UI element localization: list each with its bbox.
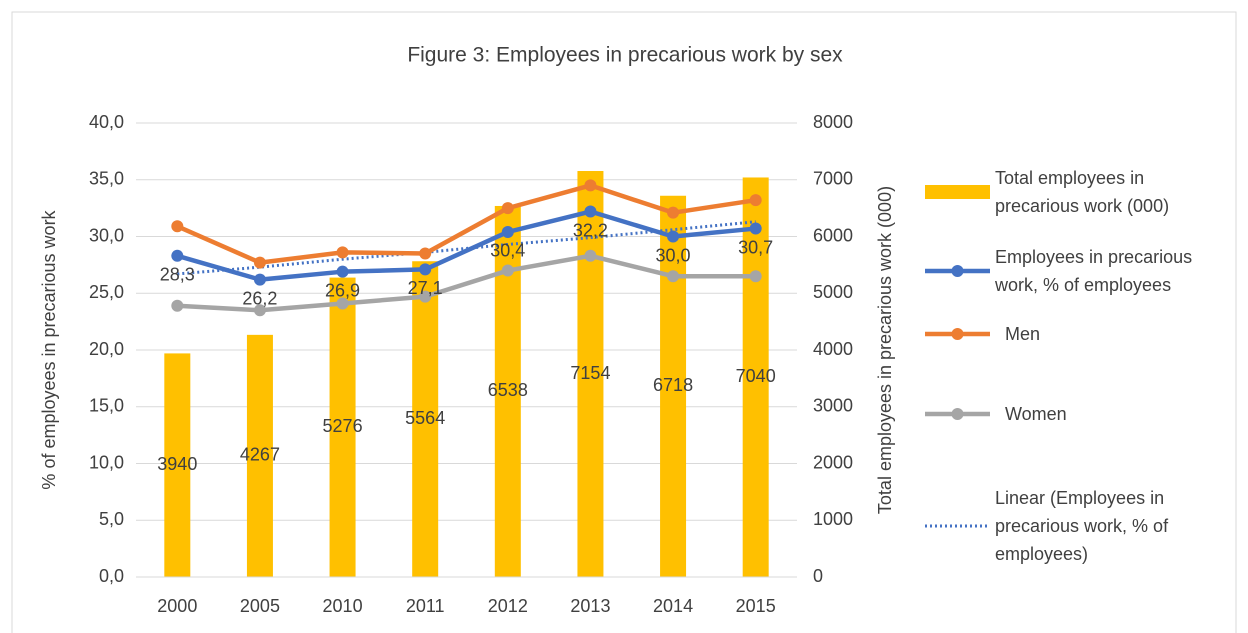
y2-tick-label: 3000 (813, 396, 853, 416)
bar-label: 5276 (323, 416, 363, 436)
bar (329, 277, 356, 577)
line-point (336, 246, 349, 259)
line-point (667, 270, 680, 283)
bar (412, 261, 439, 577)
y2-tick-label: 8000 (813, 112, 853, 132)
bar-label: 3940 (157, 454, 197, 474)
legend-label: Employees in precarious work, % of emplo… (995, 247, 1193, 295)
y2-tick-label: 1000 (813, 509, 853, 529)
line-point (749, 270, 762, 283)
y-tick-label: 5,0 (99, 509, 124, 529)
x-tick-label: 2012 (488, 596, 528, 616)
line-point (171, 299, 184, 312)
line-point (501, 202, 514, 215)
bar-label: 7040 (736, 366, 776, 386)
line-point (419, 263, 432, 276)
data-label: 28,3 (160, 265, 195, 285)
legend-label: Men (1005, 324, 1041, 344)
bar-label: 5564 (405, 408, 445, 428)
y-tick-label: 20,0 (89, 339, 124, 359)
bar-label: 7154 (570, 363, 610, 383)
legend-label: Women (1005, 404, 1067, 424)
y-tick-label: 40,0 (89, 112, 124, 132)
line-point (749, 194, 762, 207)
line (177, 253, 756, 313)
x-tick-label: 2015 (736, 596, 776, 616)
bar (246, 334, 273, 577)
y2-tick-label: 0 (813, 566, 823, 586)
line-point (501, 264, 514, 277)
bar-label: 4267 (240, 445, 280, 465)
bar-label: 6718 (653, 375, 693, 395)
y2-tick-label: 7000 (813, 169, 853, 189)
bar-label: 6538 (488, 380, 528, 400)
line (176, 183, 757, 265)
x-tick-label: 2000 (157, 596, 197, 616)
y-tick-label: 15,0 (89, 396, 124, 416)
y-axis-label: % of employees in precarious work (39, 209, 59, 489)
data-label: 30,4 (490, 241, 525, 261)
bar (742, 177, 769, 578)
line-point (584, 205, 597, 218)
line-point (171, 220, 184, 233)
data-label: 27,1 (408, 278, 443, 298)
legend-label: Total employees in precarious work (000) (995, 168, 1170, 216)
line-point (419, 290, 432, 303)
chart-title: Figure 3: Employees in precarious work b… (407, 44, 843, 67)
line-point (501, 225, 514, 238)
y-tick-label: 25,0 (89, 282, 124, 302)
line-point (749, 222, 762, 235)
y-tick-label: 0,0 (99, 566, 124, 586)
line-point (253, 304, 266, 317)
legend-swatch (951, 328, 964, 340)
data-label: 32,2 (573, 220, 608, 240)
line-point (253, 273, 266, 286)
y2-tick-label: 5000 (813, 282, 853, 302)
y2-axis-label: Total employees in precarious work (000) (875, 186, 895, 514)
line-point (584, 179, 597, 192)
legend-swatch (951, 265, 964, 277)
line-point (419, 247, 432, 260)
legend-swatch (925, 185, 990, 199)
y2-tick-label: 2000 (813, 452, 853, 472)
bar (164, 353, 191, 577)
y2-tick-label: 6000 (813, 225, 853, 245)
x-tick-label: 2011 (406, 596, 445, 616)
data-label: 26,9 (325, 280, 360, 300)
bar (660, 195, 687, 578)
x-tick-label: 2005 (240, 596, 280, 616)
data-label: 30,0 (656, 245, 691, 265)
x-tick-label: 2010 (323, 596, 363, 616)
y2-tick-label: 4000 (813, 339, 853, 359)
line-point (667, 230, 680, 243)
legend-label: Linear (Employees in precarious work, % … (995, 488, 1169, 564)
y-tick-label: 35,0 (89, 169, 124, 189)
x-tick-label: 2013 (570, 596, 610, 616)
y-tick-label: 10,0 (89, 452, 124, 472)
line-point (253, 256, 266, 269)
line-point (336, 265, 349, 278)
legend-swatch (951, 408, 964, 420)
line-point (171, 249, 184, 262)
chart-border (11, 11, 1237, 633)
line-point (584, 249, 597, 262)
x-tick-label: 2014 (653, 596, 693, 616)
data-label: 30,7 (738, 237, 773, 257)
y-tick-label: 30,0 (89, 225, 124, 245)
line-point (667, 206, 680, 219)
line (176, 209, 756, 282)
data-label: 26,2 (242, 288, 277, 308)
line-point (336, 297, 349, 310)
